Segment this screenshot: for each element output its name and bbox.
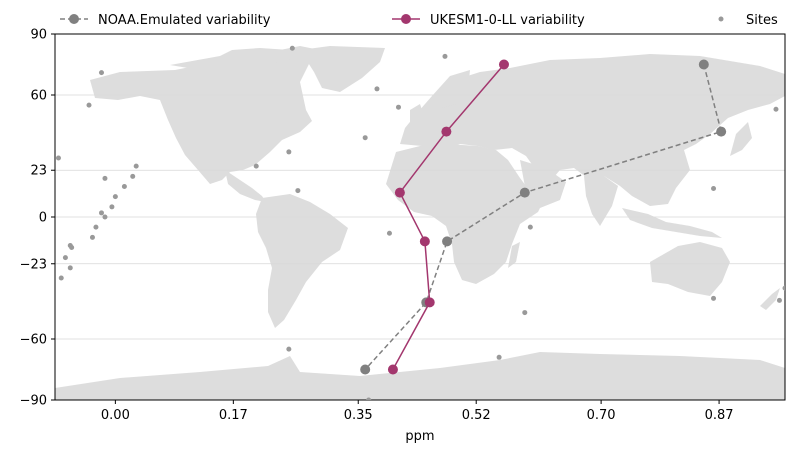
landmass-indonesia — [622, 208, 722, 238]
site-point-32 — [776, 297, 782, 303]
series-layer — [55, 45, 785, 400]
site-point-20 — [89, 234, 95, 240]
x-tick-label-2: 0.35 — [344, 408, 373, 423]
site-point-33 — [782, 285, 785, 291]
landmass-north-america — [90, 46, 320, 184]
landmass-uk — [410, 104, 424, 128]
site-point-24 — [67, 265, 73, 271]
landmass-antarctica — [55, 352, 785, 400]
landmass-australia — [650, 242, 730, 296]
legend-marker-noaa — [69, 14, 79, 24]
legend-label-sites: Sites — [746, 13, 778, 28]
point-noaa-2 — [519, 187, 530, 198]
y-tick-label-2: 23 — [30, 164, 47, 179]
legend-marker-ukesm — [401, 14, 411, 24]
axes: 90 60 23 0 −23 −60 −90 0.00 0.17 0.35 0.52 0.70 0.87 — [20, 28, 786, 423]
legend-label-ukesm: UKESM1-0-LL variability — [430, 13, 585, 28]
point-noaa-3 — [442, 236, 453, 247]
landmass-africa — [386, 144, 546, 284]
y-tick-label-5: −60 — [20, 333, 47, 348]
x-axis-label: ppm — [405, 429, 434, 444]
site-point-7 — [286, 149, 292, 155]
point-ukesm-1 — [441, 126, 452, 137]
site-point-10 — [133, 163, 139, 169]
landmass-india — [584, 176, 618, 226]
site-point-27 — [527, 224, 533, 230]
landmass-central-america — [225, 170, 266, 202]
site-point-9 — [253, 163, 259, 169]
point-ukesm-3 — [419, 236, 430, 247]
site-point-0 — [289, 45, 295, 51]
series-line-ukesm — [392, 64, 505, 370]
legend-marker-sites — [718, 16, 724, 22]
landmass-greenland — [300, 46, 385, 92]
world-map-background — [55, 46, 785, 400]
y-tick-label-4: −23 — [20, 257, 47, 272]
site-point-12 — [130, 173, 136, 179]
x-tick-label-4: 0.70 — [587, 408, 616, 423]
point-noaa-0 — [698, 59, 709, 70]
site-point-3 — [374, 86, 380, 92]
x-tick-label-5: 0.87 — [705, 408, 734, 423]
site-point-16 — [109, 204, 115, 210]
site-point-35 — [496, 354, 502, 360]
point-ukesm-5 — [387, 364, 398, 375]
legend-label-noaa: NOAA.Emulated variability — [98, 13, 271, 28]
site-point-8 — [55, 155, 61, 161]
landmass-south-america — [256, 194, 348, 328]
landmass-scandinavia — [432, 70, 470, 108]
site-point-6 — [362, 135, 368, 141]
site-point-13 — [121, 184, 127, 189]
site-point-14 — [112, 194, 118, 200]
site-point-18 — [102, 214, 108, 220]
x-tick-label-1: 0.17 — [219, 408, 248, 423]
y-tick-label-3: 0 — [39, 211, 47, 226]
point-noaa-1 — [716, 126, 727, 137]
series-line-noaa — [364, 64, 723, 371]
site-point-30 — [522, 310, 528, 316]
legend: NOAA.Emulated variability UKESM1-0-LL var… — [60, 13, 778, 28]
series-lines — [360, 59, 727, 375]
site-point-11 — [102, 175, 108, 181]
site-point-28 — [711, 186, 717, 192]
site-point-34 — [286, 346, 292, 352]
site-point-19 — [93, 224, 99, 230]
x-tick-label-0: 0.00 — [101, 408, 130, 423]
site-point-25 — [58, 275, 64, 281]
point-ukesm-2 — [394, 187, 405, 198]
site-point-23 — [62, 255, 68, 261]
site-point-22 — [69, 245, 75, 250]
series-sites — [55, 45, 785, 400]
site-point-4 — [395, 104, 401, 110]
y-tick-label-0: 90 — [30, 28, 47, 43]
landmass-japan — [730, 122, 752, 156]
site-point-31 — [711, 295, 717, 301]
site-point-26 — [386, 230, 392, 236]
landmass-new-zealand — [760, 288, 780, 310]
site-point-1 — [442, 53, 448, 59]
site-point-15 — [295, 188, 301, 194]
landmass-arctic-islands — [170, 48, 296, 70]
site-point-2 — [98, 70, 104, 76]
x-tick-label-3: 0.52 — [462, 408, 491, 423]
site-point-36 — [366, 397, 372, 400]
site-point-29 — [773, 106, 779, 112]
landmass-madagascar — [508, 242, 520, 268]
landmass-eurasia — [400, 54, 785, 206]
site-point-5 — [86, 102, 92, 108]
y-tick-label-1: 60 — [30, 89, 47, 104]
site-point-17 — [98, 210, 104, 216]
y-tick-label-6: −90 — [20, 394, 47, 409]
point-noaa-5 — [360, 364, 371, 375]
point-ukesm-4 — [424, 297, 435, 308]
point-ukesm-0 — [498, 59, 509, 70]
